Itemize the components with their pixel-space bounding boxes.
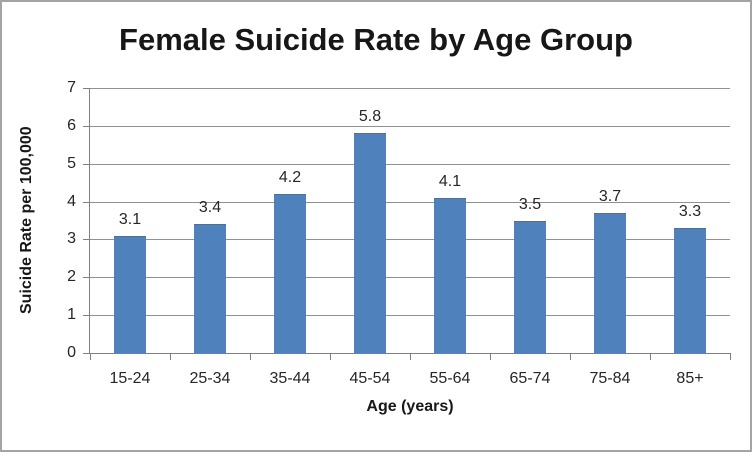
gridline [90, 202, 730, 203]
bar [514, 221, 546, 354]
bar-value-label: 4.1 [438, 173, 462, 190]
gridline [90, 239, 730, 240]
x-tick-mark [90, 353, 91, 360]
y-tick-label: 0 [67, 344, 76, 361]
y-tick-mark [83, 315, 90, 316]
bar-value-label: 3.7 [598, 188, 622, 205]
y-tick-label: 6 [67, 117, 76, 134]
x-tick-label: 25-34 [189, 370, 231, 387]
x-tick-label: 55-64 [429, 370, 471, 387]
bar-value-label: 3.5 [518, 196, 542, 213]
x-tick-label: 45-54 [349, 370, 391, 387]
y-tick-mark [83, 239, 90, 240]
bar-value-label: 5.8 [358, 108, 382, 125]
x-tick-mark [490, 353, 491, 360]
x-tick-mark [170, 353, 171, 360]
gridline [90, 164, 730, 165]
y-tick-label: 1 [67, 306, 76, 323]
x-tick-mark [410, 353, 411, 360]
bar-value-label: 3.1 [118, 211, 142, 228]
bar [674, 228, 706, 353]
x-tick-mark [250, 353, 251, 360]
y-tick-label: 3 [67, 230, 76, 247]
x-tick-mark [650, 353, 651, 360]
x-tick-label: 85+ [676, 370, 704, 387]
y-tick-mark [83, 202, 90, 203]
bar-value-label: 3.4 [198, 199, 222, 216]
y-tick-label: 2 [67, 268, 76, 285]
bar [274, 194, 306, 353]
y-tick-label: 7 [67, 79, 76, 96]
gridline [90, 88, 730, 89]
gridline [90, 126, 730, 127]
plot-area: Age (years) 0 1 2 3 4 5 6 7 3.1 15-24 3.4 25-34 4.2 3… [67, 79, 731, 415]
y-tick-label: 5 [67, 155, 76, 172]
gridline [90, 277, 730, 278]
y-axis-title: Suicide Rate per 100,000 [18, 126, 35, 315]
chart-title: Female Suicide Rate by Age Group [119, 22, 633, 57]
y-tick-mark [83, 353, 90, 354]
bar [194, 224, 226, 353]
x-tick-mark [330, 353, 331, 360]
bar-value-label: 3.3 [678, 203, 702, 220]
gridline [90, 315, 730, 316]
x-tick-label: 35-44 [269, 370, 311, 387]
bar [594, 213, 626, 353]
bar [434, 198, 466, 353]
bar [114, 236, 146, 353]
y-tick-mark [83, 277, 90, 278]
x-tick-label: 65-74 [509, 370, 551, 387]
x-tick-mark [570, 353, 571, 360]
x-tick-label: 75-84 [589, 370, 631, 387]
bar [354, 133, 386, 353]
x-tick-mark [730, 353, 731, 360]
bar-value-label: 4.2 [278, 169, 302, 186]
y-tick-mark [83, 164, 90, 165]
x-tick-label: 15-24 [109, 370, 151, 387]
y-tick-label: 4 [67, 193, 76, 210]
y-tick-mark [83, 126, 90, 127]
y-tick-mark [83, 88, 90, 89]
x-axis-title: Age (years) [366, 398, 454, 415]
